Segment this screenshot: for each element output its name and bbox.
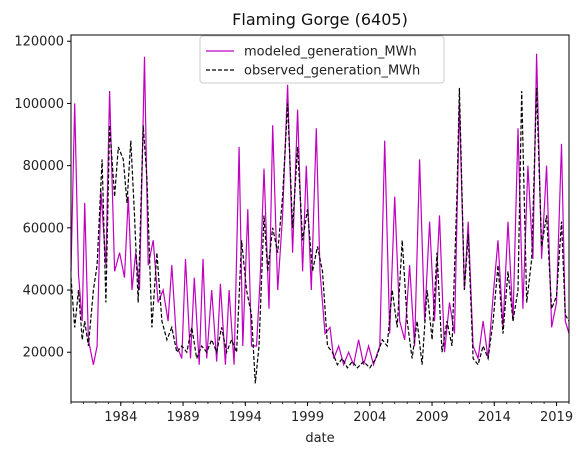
y-tick-label: 20000	[23, 346, 64, 361]
series-layer	[70, 53, 570, 384]
legend: modeled_generation_MWh observed_generati…	[199, 35, 445, 84]
x-tick-label: 1994	[229, 410, 262, 425]
y-tick-label: 80000	[23, 159, 64, 174]
x-tick-label: 1989	[167, 410, 200, 425]
x-tick-label: 1999	[291, 410, 324, 425]
x-tick-label: 2014	[478, 410, 511, 425]
y-tick-label: 120000	[14, 35, 64, 50]
series-line-1	[70, 87, 570, 384]
x-tick-label: 2004	[353, 410, 386, 425]
x-axis-title: date	[305, 431, 334, 446]
x-tick-label: 2019	[540, 410, 573, 425]
series-line-0	[70, 53, 570, 367]
y-tick-label: 100000	[14, 97, 64, 112]
x-tick-label: 2009	[416, 410, 449, 425]
y-tick-label: 40000	[23, 284, 64, 299]
legend-label-modeled: modeled_generation_MWh	[244, 45, 417, 60]
y-tick-label: 60000	[23, 221, 64, 236]
legend-label-observed: observed_generation_MWh	[244, 64, 420, 79]
chart-title: Flaming Gorge (6405)	[232, 10, 408, 29]
axes-layer: 20000 40000 60000 80000 100000 120000 1984 1989…	[14, 34, 573, 425]
plot-frame	[70, 34, 570, 403]
x-tick-label: 1984	[104, 410, 137, 425]
legend-frame	[199, 35, 445, 84]
